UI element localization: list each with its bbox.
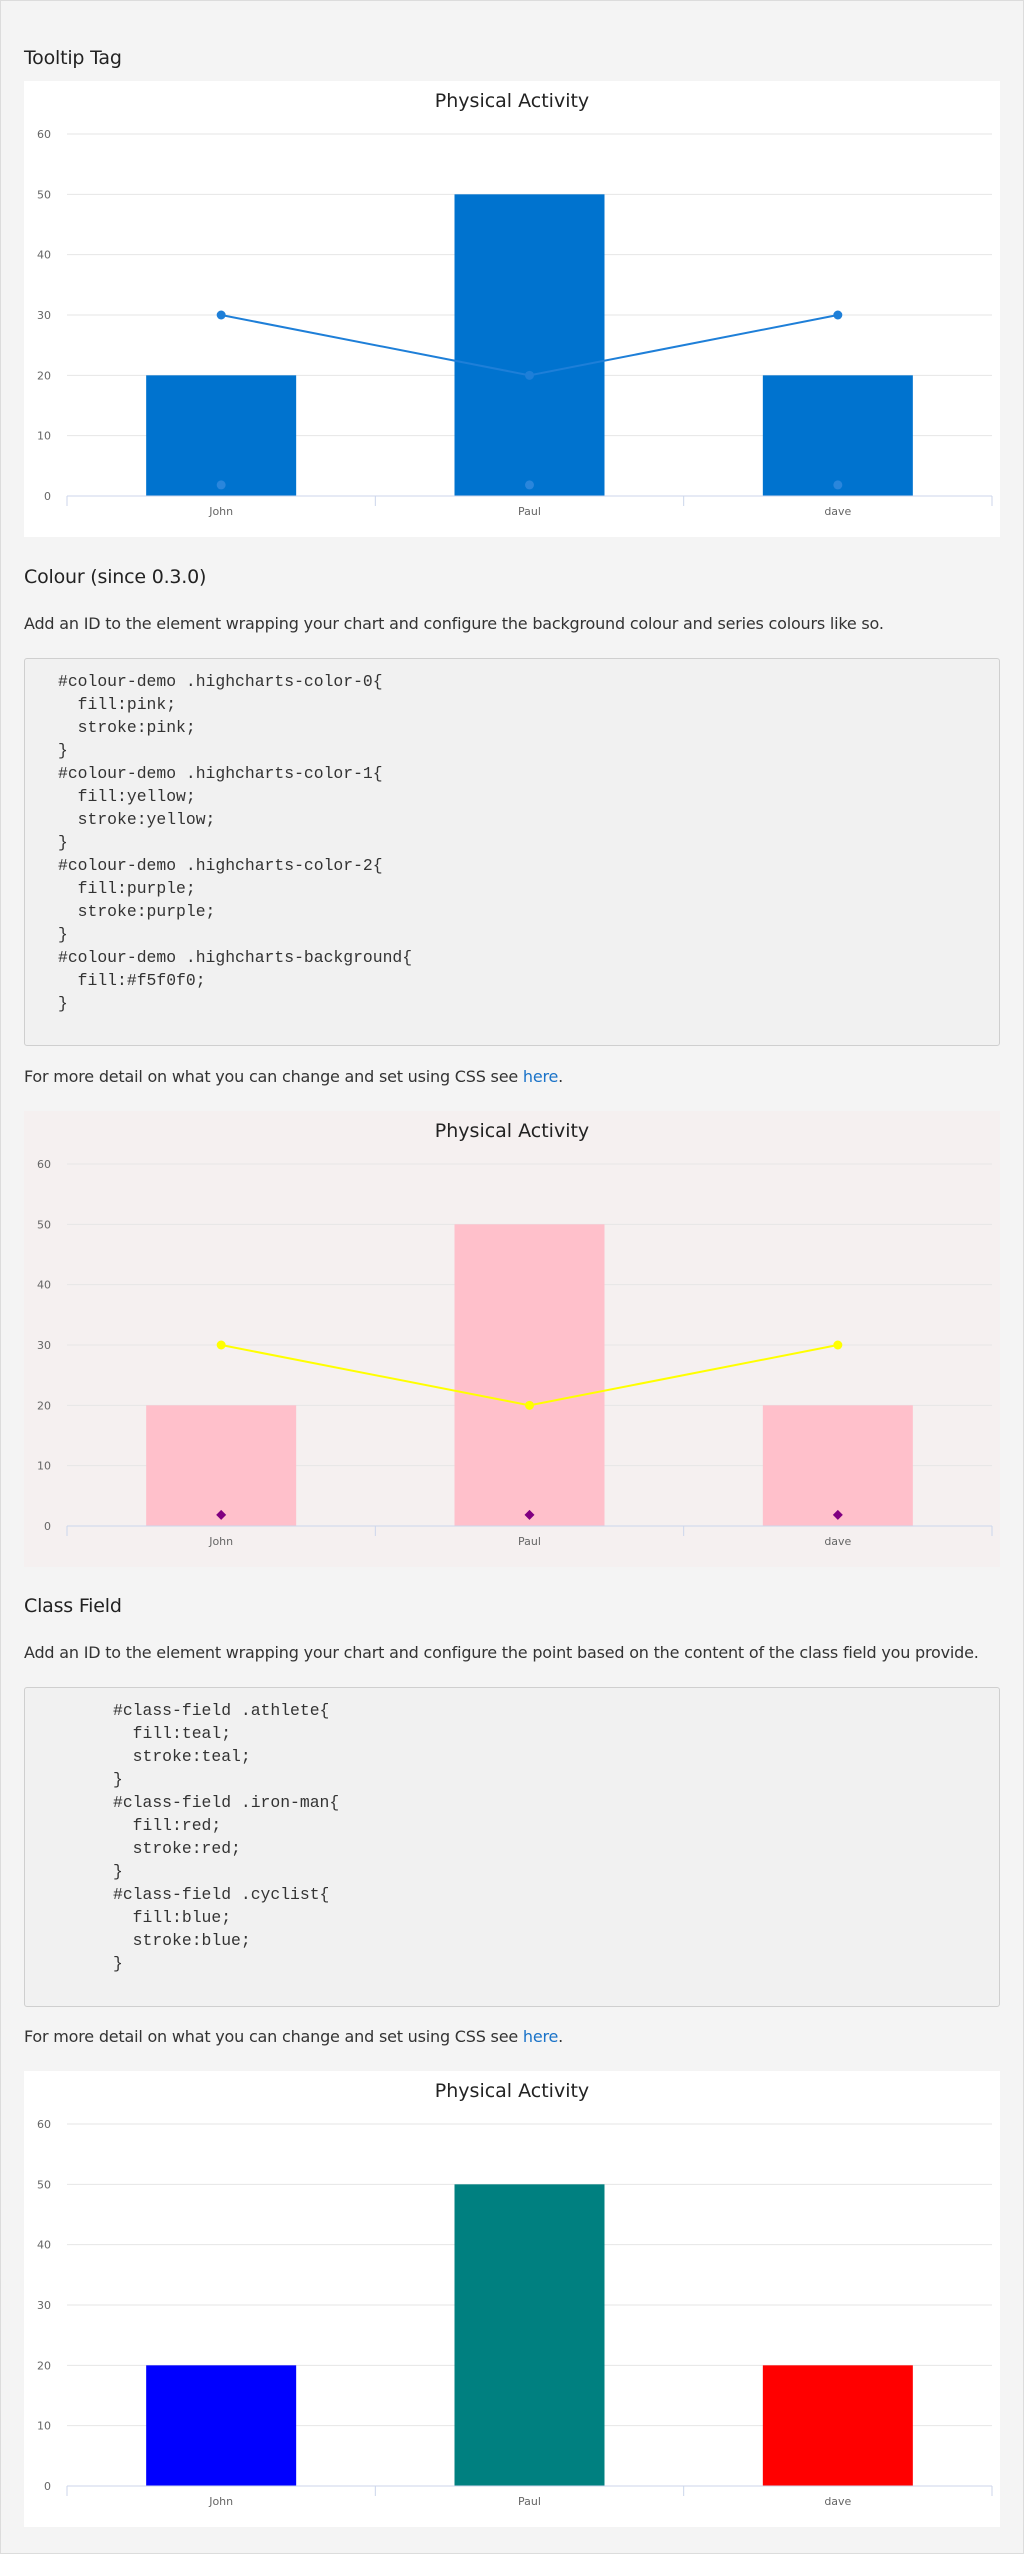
bar-dave — [762, 375, 913, 496]
scatter-point-John — [216, 480, 226, 490]
colour-code: #colour-demo .highcharts-color-0{ fill:p… — [58, 672, 413, 1013]
chart-svg: Physical Activity 0 10 20 30 40 50 60 John Paul da… — [24, 1111, 1000, 1567]
chart-svg: Physical Activity 0 10 20 30 40 50 60 John Paul da… — [24, 81, 1000, 537]
y-tick-label: 30 — [37, 309, 51, 322]
bar-dave — [762, 2365, 913, 2486]
y-tick-label: 0 — [44, 1520, 51, 1533]
x-tick-label: John — [208, 505, 233, 518]
y-tick-label: 40 — [37, 2239, 51, 2252]
y-tick-label: 0 — [44, 490, 51, 503]
y-tick-label: 50 — [37, 2178, 51, 2191]
bar-Paul — [454, 194, 605, 496]
bar-John — [146, 375, 297, 496]
y-tick-label: 10 — [37, 2420, 51, 2433]
colour-code-block: #colour-demo .highcharts-color-0{ fill:p… — [24, 658, 1000, 1046]
line-point-dave — [833, 1340, 843, 1350]
y-tick-label: 10 — [37, 430, 51, 443]
y-tick-label: 20 — [37, 2359, 51, 2372]
y-tick-label: 50 — [37, 188, 51, 201]
scatter-point-dave — [833, 480, 843, 490]
scatter-point-Paul — [524, 1509, 535, 1520]
x-tick-label: dave — [824, 505, 851, 518]
scatter-point-Paul — [525, 480, 534, 490]
x-tick-label: dave — [824, 1535, 851, 1548]
bar-John — [146, 1405, 297, 1526]
y-tick-label: 60 — [37, 2118, 51, 2131]
x-tick-label: Paul — [518, 505, 541, 518]
classfield-more-detail: For more detail on what you can change a… — [24, 2027, 563, 2046]
line-point-Paul — [525, 1400, 534, 1410]
line-point-dave — [833, 310, 843, 320]
bar-Paul — [454, 2184, 605, 2486]
scatter-point-John — [216, 1509, 227, 1520]
bar-Paul — [454, 1224, 605, 1526]
y-tick-label: 20 — [37, 1399, 51, 1412]
classfield-chart[interactable]: Physical Activity 0 10 20 30 40 50 60 John Paul da… — [24, 2071, 1000, 2527]
colour-more-suffix: . — [558, 1067, 564, 1086]
x-tick-label: Paul — [518, 2495, 541, 2508]
colour-section-title: Colour (since 0.3.0) — [24, 566, 207, 588]
colour-more-detail: For more detail on what you can change a… — [24, 1067, 563, 1086]
y-tick-label: 0 — [44, 2480, 51, 2493]
x-tick-label: dave — [824, 2495, 851, 2508]
classfield-section-title: Class Field — [24, 1595, 122, 1617]
colour-chart[interactable]: Physical Activity 0 10 20 30 40 50 60 John Paul da… — [24, 1111, 1000, 1567]
y-tick-label: 40 — [37, 249, 51, 262]
scatter-point-dave — [832, 1509, 843, 1520]
x-tick-label: John — [208, 2495, 233, 2508]
tooltip-section-title: Tooltip Tag — [24, 47, 122, 69]
y-tick-label: 20 — [37, 369, 51, 382]
bar-John — [146, 2365, 297, 2486]
y-tick-label: 60 — [37, 1158, 51, 1171]
y-tick-label: 30 — [37, 1339, 51, 1352]
x-tick-label: John — [208, 1535, 233, 1548]
classfield-code-block: #class-field .athlete{ fill:teal; stroke… — [24, 1687, 1000, 2007]
y-tick-label: 40 — [37, 1279, 51, 1292]
chart-title: Physical Activity — [435, 90, 589, 112]
line-point-John — [216, 1340, 226, 1350]
tooltip-chart[interactable]: Physical Activity 0 10 20 30 40 50 60 John Paul da… — [24, 81, 1000, 537]
classfield-code: #class-field .athlete{ fill:teal; stroke… — [113, 1701, 340, 1973]
y-tick-label: 60 — [37, 128, 51, 141]
chart-title: Physical Activity — [435, 2080, 589, 2102]
y-tick-label: 50 — [37, 1218, 51, 1231]
classfield-here-link[interactable]: here — [522, 2027, 559, 2046]
x-tick-label: Paul — [518, 1535, 541, 1548]
colour-intro: Add an ID to the element wrapping your c… — [24, 614, 884, 633]
classfield-more-text: For more detail on what you can change a… — [24, 2027, 523, 2046]
line-point-John — [216, 310, 226, 320]
chart-title: Physical Activity — [435, 1120, 589, 1142]
line-point-Paul — [525, 370, 534, 380]
chart-svg: Physical Activity 0 10 20 30 40 50 60 John Paul da… — [24, 2071, 1000, 2527]
classfield-intro: Add an ID to the element wrapping your c… — [24, 1643, 979, 1662]
y-tick-label: 30 — [37, 2299, 51, 2312]
colour-more-text: For more detail on what you can change a… — [24, 1067, 523, 1086]
y-tick-label: 10 — [37, 1460, 51, 1473]
colour-here-link[interactable]: here — [522, 1067, 559, 1086]
bar-dave — [762, 1405, 913, 1526]
classfield-more-suffix: . — [558, 2027, 564, 2046]
